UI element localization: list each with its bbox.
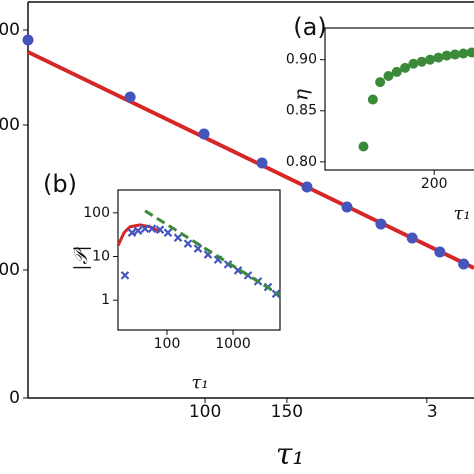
dashed-line bbox=[144, 209, 281, 297]
cross-marker bbox=[173, 233, 183, 242]
dot-marker bbox=[450, 49, 461, 60]
dot-marker bbox=[256, 157, 268, 169]
panel-label: (b) bbox=[43, 170, 77, 198]
dot-marker bbox=[22, 34, 34, 46]
dot-marker bbox=[198, 128, 210, 140]
x-tick-label: 100 bbox=[154, 336, 181, 352]
y-tick-label: 0.85 bbox=[286, 103, 317, 119]
x-axis-label: τ₁ bbox=[191, 372, 208, 393]
dot-marker bbox=[406, 232, 418, 244]
x-tick-label: 1000 bbox=[215, 336, 251, 352]
x-axis-label: τ₁ bbox=[276, 437, 305, 472]
cross-marker bbox=[233, 266, 243, 275]
cross-marker bbox=[147, 224, 157, 233]
y-tick-label: 0.80 bbox=[286, 154, 317, 170]
y-tick-label: 00 bbox=[0, 260, 20, 280]
dot-marker bbox=[383, 71, 394, 82]
panel-label: (a) bbox=[293, 13, 326, 41]
x-axis-label: τ₁ bbox=[453, 203, 470, 224]
y-tick-label: 00 bbox=[0, 115, 20, 135]
cross-marker bbox=[140, 224, 150, 233]
cross-marker bbox=[133, 226, 143, 235]
fit-line bbox=[27, 50, 474, 270]
dot-marker bbox=[466, 47, 474, 58]
inset-frame bbox=[324, 27, 474, 171]
y-tick-label: 1 bbox=[101, 292, 110, 308]
x-tick-label: 200 bbox=[421, 176, 448, 192]
y-tick-label: 00 bbox=[0, 20, 20, 40]
y-axis-label: |𝒫| bbox=[71, 245, 92, 270]
y-axis-label: η bbox=[289, 89, 313, 101]
dot-marker bbox=[441, 50, 452, 61]
x-tick-label: 100 bbox=[189, 402, 221, 422]
y-tick-label: 0 bbox=[9, 388, 20, 408]
cross-marker bbox=[193, 244, 203, 253]
cross-marker bbox=[155, 225, 165, 234]
dot-marker bbox=[391, 66, 402, 77]
dot-marker bbox=[408, 58, 419, 69]
dot-marker bbox=[400, 62, 411, 73]
dot-marker bbox=[375, 218, 387, 230]
dot-marker bbox=[358, 141, 369, 152]
dot-marker bbox=[434, 246, 446, 258]
x-tick-label: 150 bbox=[271, 402, 303, 422]
dot-marker bbox=[341, 201, 353, 213]
dot-marker bbox=[458, 258, 470, 270]
dot-marker bbox=[416, 56, 427, 67]
dot-marker bbox=[124, 91, 136, 103]
dot-marker bbox=[458, 48, 469, 59]
dot-marker bbox=[375, 77, 386, 88]
y-tick-label: 0.90 bbox=[286, 52, 317, 68]
cross-marker bbox=[120, 271, 130, 280]
cross-marker bbox=[183, 239, 193, 248]
dot-marker bbox=[301, 181, 313, 193]
y-tick-label: 100 bbox=[83, 205, 110, 221]
inset-frame bbox=[117, 189, 281, 331]
y-tick-label: 10 bbox=[92, 249, 110, 265]
x-tick-label: 3 bbox=[427, 402, 438, 422]
dot-marker bbox=[425, 54, 436, 65]
dot-marker bbox=[367, 94, 378, 105]
cross-marker bbox=[127, 228, 137, 237]
dot-marker bbox=[433, 52, 444, 63]
cross-marker bbox=[163, 228, 173, 237]
